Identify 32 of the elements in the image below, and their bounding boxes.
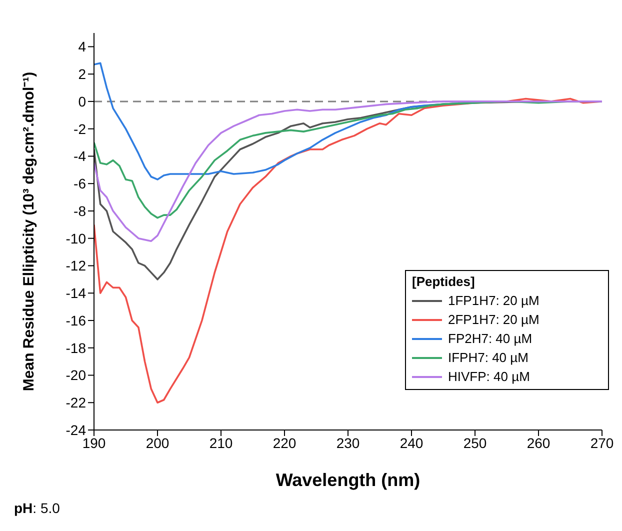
y-tick-label: -22 — [66, 394, 86, 411]
y-tick-label: -18 — [66, 340, 86, 356]
y-tick-label: -14 — [66, 285, 86, 302]
legend-label: IFPH7: 40 µM — [448, 350, 528, 365]
y-tick-label: -4 — [74, 148, 86, 164]
y-tick-label: 4 — [78, 38, 86, 55]
x-tick-label: 260 — [526, 434, 550, 451]
y-tick-label: -12 — [66, 258, 86, 274]
y-tick-label: 0 — [78, 93, 86, 110]
x-tick-label: 200 — [146, 434, 170, 451]
y-tick-label: -20 — [66, 367, 86, 384]
y-axis-title: Mean Residue Ellipticity (10³ deg.cm².dmol⁻¹) — [20, 72, 38, 392]
x-tick-label: 230 — [336, 434, 360, 451]
x-tick-label: 220 — [272, 434, 296, 451]
y-tick-label: -16 — [66, 312, 86, 328]
y-tick-label: 2 — [78, 66, 86, 82]
line-series — [94, 100, 602, 242]
legend-label: 2FP1H7: 20 µM — [448, 312, 540, 327]
legend-title: [Peptides] — [412, 274, 476, 289]
x-tick-label: 210 — [209, 434, 233, 451]
x-axis-title: Wavelength (nm) — [276, 470, 420, 490]
legend-label: 1FP1H7: 20 µM — [448, 293, 540, 308]
text: pH: 5.0 — [14, 500, 61, 516]
y-tick-label: -2 — [74, 120, 86, 137]
x-tick-label: 270 — [590, 434, 614, 451]
y-tick-label: -10 — [66, 230, 86, 246]
x-tick-label: 240 — [400, 434, 424, 451]
y-tick-label: -8 — [74, 202, 86, 219]
y-tick-label: -6 — [74, 176, 86, 192]
x-tick-label: 250 — [463, 434, 487, 451]
legend-label: FP2H7: 40 µM — [448, 331, 532, 346]
legend-label: HIVFP: 40 µM — [448, 369, 530, 384]
